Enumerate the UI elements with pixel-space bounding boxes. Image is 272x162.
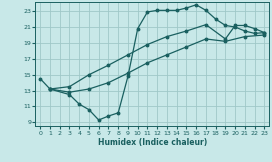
X-axis label: Humidex (Indice chaleur): Humidex (Indice chaleur) bbox=[98, 138, 207, 147]
